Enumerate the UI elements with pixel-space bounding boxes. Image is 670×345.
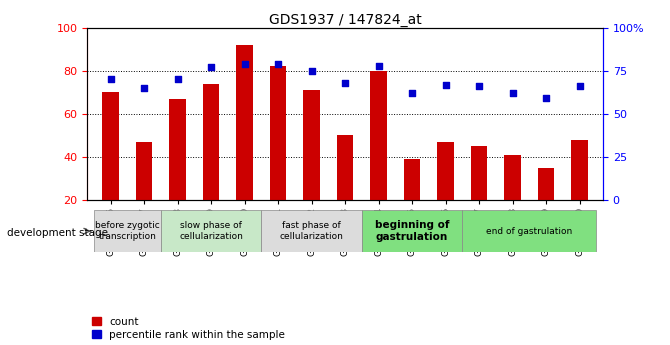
Point — [574, 83, 585, 89]
Bar — [303, 90, 320, 200]
Legend: count, percentile rank within the sample: count, percentile rank within the sample — [92, 317, 285, 340]
Bar — [135, 142, 153, 200]
Title: GDS1937 / 147824_at: GDS1937 / 147824_at — [269, 12, 421, 27]
Bar — [169, 99, 186, 200]
Text: beginning of
gastrulation: beginning of gastrulation — [375, 220, 450, 242]
Point — [407, 90, 417, 96]
Bar — [261, 210, 362, 252]
Bar — [337, 136, 354, 200]
Text: before zygotic
transcription: before zygotic transcription — [95, 221, 159, 241]
Text: development stage: development stage — [7, 228, 108, 238]
Point — [373, 63, 384, 68]
Point — [507, 90, 518, 96]
Bar — [203, 84, 220, 200]
Text: fast phase of
cellularization: fast phase of cellularization — [279, 221, 344, 241]
Bar — [571, 140, 588, 200]
Bar — [94, 210, 161, 252]
Point — [239, 61, 250, 67]
Point — [139, 85, 149, 91]
Point — [105, 77, 116, 82]
Text: end of gastrulation: end of gastrulation — [486, 227, 572, 236]
Bar — [462, 210, 596, 252]
Bar — [161, 210, 261, 252]
Point — [474, 83, 484, 89]
Bar — [505, 155, 521, 200]
Text: slow phase of
cellularization: slow phase of cellularization — [179, 221, 243, 241]
Point — [541, 96, 551, 101]
Bar — [537, 168, 554, 200]
Bar — [103, 92, 119, 200]
Bar — [437, 142, 454, 200]
Bar — [370, 71, 387, 200]
Bar — [403, 159, 421, 200]
Point — [172, 77, 183, 82]
Bar — [237, 45, 253, 200]
Point — [340, 80, 350, 86]
Point — [206, 65, 216, 70]
Bar — [269, 66, 287, 200]
Point — [273, 61, 283, 67]
Point — [306, 68, 317, 73]
Bar — [362, 210, 462, 252]
Point — [440, 82, 451, 87]
Bar — [470, 146, 488, 200]
